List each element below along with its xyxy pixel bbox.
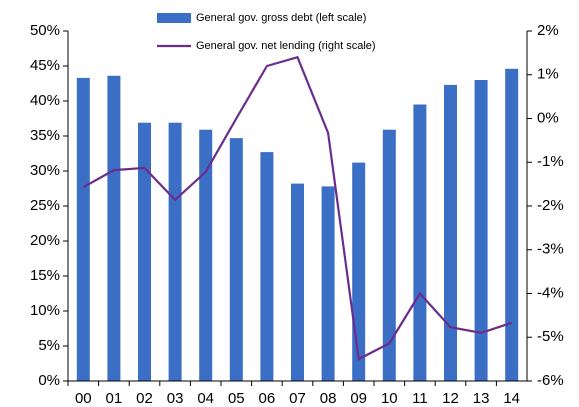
x-tick-label: 00: [75, 390, 92, 407]
y-tick-label: 5%: [38, 337, 60, 354]
x-tick-label: 01: [106, 390, 123, 407]
x-tick-label: 14: [503, 390, 520, 407]
bar: [229, 138, 243, 381]
x-tick-label: 11: [412, 390, 428, 407]
legend-label: General gov. gross debt (left scale): [196, 12, 366, 24]
bar: [413, 104, 427, 381]
x-tick-label: 10: [381, 390, 398, 407]
legend-label: General gov. net lending (right scale): [196, 40, 376, 52]
y-tick-label: 0%: [38, 372, 60, 389]
y2-tick-label: -4%: [537, 284, 564, 301]
x-tick-label: 13: [473, 390, 490, 407]
y2-tick-label: 0%: [537, 109, 559, 126]
bar: [76, 77, 90, 382]
bar: [444, 84, 457, 382]
y2-tick-label: 2%: [537, 22, 559, 39]
bar: [291, 183, 304, 381]
y-tick-label: 10%: [30, 302, 60, 319]
y2-tick-label: -3%: [537, 241, 564, 258]
y-tick-label: 50%: [30, 22, 60, 39]
bar: [168, 122, 182, 381]
x-tick-label: 07: [289, 390, 306, 407]
bar: [382, 129, 396, 381]
y2-tick-label: 1%: [537, 66, 559, 83]
x-tick-label: 06: [259, 390, 276, 407]
bar: [505, 68, 519, 382]
y2-tick-label: -1%: [537, 153, 564, 170]
bar: [260, 152, 274, 381]
x-tick-label: 02: [136, 390, 153, 407]
y2-tick-label: -6%: [537, 372, 564, 389]
bar: [138, 122, 151, 381]
bar: [107, 75, 121, 382]
x-tick-label: 12: [442, 390, 459, 407]
bar: [474, 80, 488, 381]
y-tick-label: 20%: [30, 232, 60, 249]
y2-tick-label: -5%: [537, 328, 564, 345]
legend-swatch: [157, 13, 191, 23]
line: [82, 55, 513, 361]
y-tick-label: 15%: [30, 267, 60, 284]
bar: [352, 162, 366, 381]
y-tick-label: 35%: [30, 127, 60, 144]
x-tick-label: 04: [197, 390, 214, 407]
x-tick-label: 09: [350, 390, 367, 407]
y-tick-label: 45%: [30, 57, 60, 74]
x-tick-label: 08: [320, 390, 337, 407]
y-tick-label: 40%: [30, 92, 60, 109]
y2-tick-label: -2%: [537, 197, 564, 214]
bar: [199, 129, 213, 381]
x-tick-label: 03: [167, 390, 184, 407]
bar: [321, 186, 335, 381]
x-tick-label: 05: [228, 390, 245, 407]
y-tick-label: 25%: [30, 197, 60, 214]
y-tick-label: 30%: [30, 162, 60, 179]
